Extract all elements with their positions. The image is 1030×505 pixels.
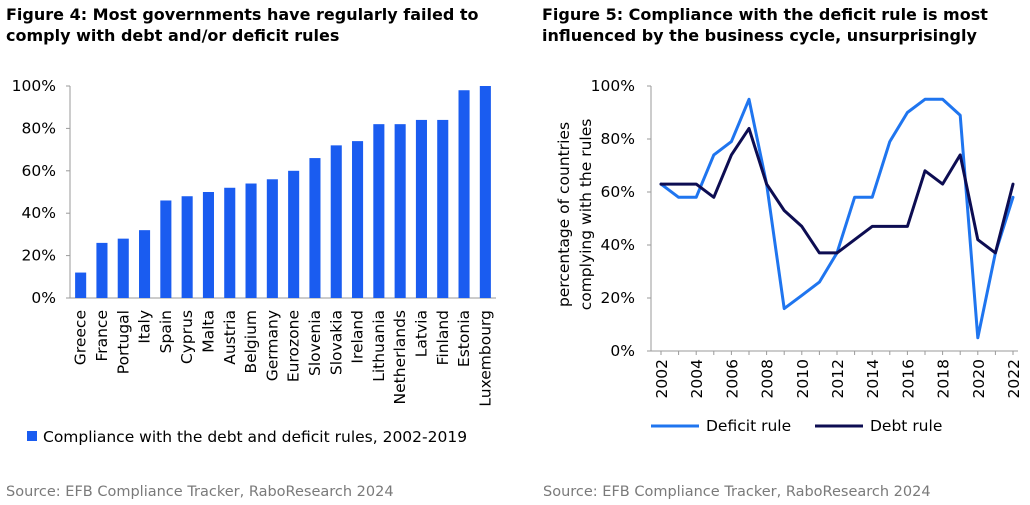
figure4-source: Source: EFB Compliance Tracker, RaboRese…	[6, 484, 394, 500]
bar-slovenia	[309, 158, 321, 298]
bar-malta	[202, 192, 214, 298]
bar-austria	[224, 187, 236, 298]
bar-portugal	[117, 238, 129, 298]
bar-netherlands	[394, 124, 406, 298]
bar-x-tick-label: Italy	[136, 310, 154, 344]
line-y-tick-label: 60%	[601, 183, 635, 201]
line-x-tick-label: 2004	[688, 359, 706, 398]
bar-y-tick-label: 60%	[22, 162, 56, 180]
legend-deficit-label: Deficit rule	[706, 417, 791, 435]
bar-x-tick-label: Lithuania	[370, 310, 388, 382]
bar-x-tick-label: Eurozone	[285, 310, 303, 382]
bar-greece	[75, 272, 87, 298]
bar-y-tick-label: 20%	[22, 247, 56, 265]
line-x-tick-label: 2020	[970, 359, 988, 398]
bar-lithuania	[373, 124, 385, 298]
bar-finland	[437, 119, 449, 298]
bar-x-tick-label: Cyprus	[178, 310, 196, 364]
figure5-title: Figure 5: Compliance with the deficit ru…	[542, 5, 988, 45]
line-x-tick-label: 2022	[1005, 359, 1023, 398]
bar-x-tick-label: Germany	[263, 310, 281, 381]
line-y-tick-label: 80%	[601, 130, 635, 148]
bar-belgium	[245, 183, 257, 298]
bar-x-tick-label: Latvia	[412, 310, 430, 357]
bar-x-tick-label: Slovenia	[306, 310, 324, 376]
bar-france	[96, 242, 108, 298]
line-y-axis-label-line1: percentage of countries	[555, 122, 573, 307]
bar-luxembourg	[479, 86, 491, 298]
line-y-tick-label: 100%	[591, 77, 635, 95]
line-debt-rule	[659, 126, 1015, 255]
bar-ireland	[352, 141, 364, 298]
bar-eurozone	[288, 170, 300, 298]
bar-x-tick-label: Austria	[221, 310, 239, 365]
bar-x-tick-label: Spain	[157, 310, 175, 353]
bar-x-tick-label: Slovakia	[327, 310, 345, 375]
figure5-source: Source: EFB Compliance Tracker, RaboRese…	[543, 484, 931, 500]
line-x-tick-label: 2014	[864, 359, 882, 398]
bar-slovakia	[330, 145, 342, 298]
bar-x-tick-label: Estonia	[455, 310, 473, 367]
bar-latvia	[415, 119, 427, 298]
line-y-axis-label-line2: complying with the rules	[577, 119, 595, 311]
bar-x-tick-label: Malta	[199, 310, 217, 353]
bar-legend-swatch	[27, 431, 37, 441]
line-y-tick-label: 20%	[601, 289, 635, 307]
bar-x-tick-label: Finland	[434, 310, 452, 365]
line-deficit-rule	[659, 97, 1015, 340]
bar-x-tick-label: Portugal	[114, 310, 132, 374]
bar-y-tick-label: 40%	[22, 204, 56, 222]
bar-x-tick-label: Netherlands	[391, 310, 409, 404]
bar-spain	[160, 200, 172, 298]
line-y-axis-label: percentage of countries complying with th…	[555, 119, 595, 311]
bar-y-tick-label: 80%	[22, 119, 56, 137]
bar-y-tick-label: 100%	[12, 77, 56, 95]
bar-germany	[266, 179, 278, 298]
line-x-tick-label: 2012	[829, 359, 847, 398]
line-x-tick-label: 2010	[794, 359, 812, 398]
bar-x-tick-label: Belgium	[242, 310, 260, 374]
bar-x-tick-label: Greece	[72, 310, 90, 365]
legend-debt-label: Debt rule	[870, 417, 942, 435]
line-x-tick-label: 2008	[759, 359, 777, 398]
line-x-tick-label: 2018	[935, 359, 953, 398]
line-x-tick-label: 2002	[653, 359, 671, 398]
line-y-tick-label: 40%	[601, 236, 635, 254]
bar-x-tick-label: France	[93, 310, 111, 362]
bar-cyprus	[181, 196, 193, 298]
bar-estonia	[458, 90, 470, 299]
figure4-title: Figure 4: Most governments have regularl…	[6, 5, 479, 45]
line-y-tick-label: 0%	[610, 342, 635, 360]
line-x-tick-label: 2006	[723, 359, 741, 398]
bar-x-tick-label: Ireland	[349, 310, 367, 364]
bar-y-tick-label: 0%	[31, 289, 56, 307]
bar-x-tick-label: Luxembourg	[476, 310, 494, 407]
charts-canvas: 0% 20% 40% 60% 80% 100% Greece France Portugal It…	[12, 77, 1023, 446]
bar-chart: 0% 20% 40% 60% 80% 100% Greece France Portugal It…	[12, 77, 496, 446]
bar-legend-label: Compliance with the debt and deficit rul…	[43, 428, 467, 446]
line-chart: 0% 20% 40% 60% 80% 100% 2002 2004 2006 2008 2010 20…	[555, 77, 1023, 435]
line-x-tick-label: 2016	[899, 359, 917, 398]
bar-italy	[139, 230, 151, 298]
